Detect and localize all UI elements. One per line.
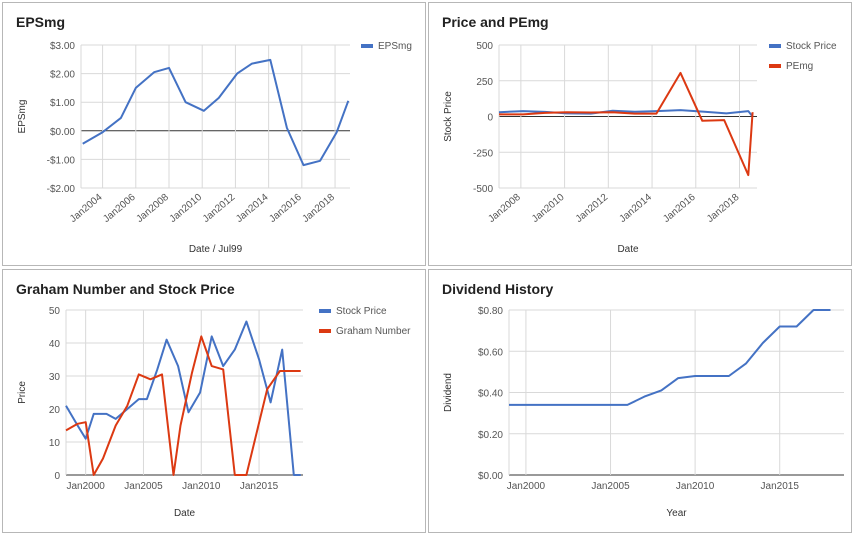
y-tick-label: $0.00: [478, 471, 503, 482]
y-tick-label: $3.00: [50, 41, 75, 52]
legend-swatch: [319, 329, 331, 333]
x-tick-label: Jan2005: [124, 481, 163, 492]
y-tick-label: 250: [476, 77, 493, 88]
y-tick-label: -$2.00: [47, 184, 76, 195]
x-tick-label: Jan2016: [267, 192, 304, 225]
x-tick-label: Jan2008: [486, 192, 523, 225]
y-axis-title: Price: [17, 381, 28, 404]
series-line-dividend: [509, 309, 831, 406]
y-tick-label: 10: [49, 438, 61, 449]
x-tick-label: Jan2015: [761, 481, 800, 492]
y-tick-label: $0.20: [478, 430, 503, 441]
y-tick-label: 50: [49, 306, 61, 317]
x-tick-label: Jan2010: [530, 192, 567, 225]
y-tick-label: 0: [54, 471, 60, 482]
x-axis-title: Date / Jul99: [189, 244, 243, 255]
legend-label: PEmg: [786, 61, 813, 72]
legend-swatch: [361, 44, 373, 48]
y-tick-label: $0.00: [50, 127, 75, 138]
x-tick-label: Jan2008: [134, 192, 171, 225]
x-tick-label: Jan2000: [66, 481, 105, 492]
price-pemg-chart-panel: Price and PEmg -500 -250 0 250 500 Jan2008 Jan…: [428, 2, 852, 266]
dividend-chart-panel: Dividend History $0.00 $0.20 $0.40 $0.60 $0.…: [428, 269, 852, 533]
y-tick-label: -$1.00: [47, 155, 76, 166]
x-tick-label: Jan2004: [68, 192, 105, 225]
y-tick-label: 30: [49, 372, 61, 383]
x-tick-label: Jan2010: [168, 192, 205, 225]
x-axis-title: Date: [174, 508, 196, 519]
x-tick-label: Jan2005: [591, 481, 630, 492]
legend-label: Stock Price: [786, 41, 837, 52]
legend-swatch: [319, 309, 331, 313]
x-tick-label: Jan2006: [101, 192, 138, 225]
y-tick-label: $0.80: [478, 306, 503, 317]
graham-chart: 0 10 20 30 40 50 Jan2000 Jan2005 Jan2010 Jan2015 D…: [17, 306, 411, 519]
x-tick-label: Jan2012: [201, 192, 238, 225]
y-tick-label: $2.00: [50, 70, 75, 81]
series-line-graham-number: [65, 335, 301, 476]
chart-title: Price and PEmg: [442, 14, 549, 30]
x-axis-title: Year: [666, 508, 687, 519]
y-tick-label: 0: [487, 113, 493, 124]
epsmg-chart-panel: EPSmg -$2.00 -$1.00 $0.00 $1.00 $2.00 $3.00 Ja…: [2, 2, 426, 266]
x-tick-label: Jan2010: [676, 481, 715, 492]
legend-swatch: [769, 64, 781, 68]
chart-title: Dividend History: [442, 281, 554, 297]
series-line-stock-price: [65, 320, 301, 476]
y-tick-label: 500: [476, 41, 493, 52]
chart-title: EPSmg: [16, 14, 66, 30]
y-tick-label: $1.00: [50, 98, 75, 109]
epsmg-chart: -$2.00-$1.00$0.00$1.00$2.00$3.00Jan2004J…: [17, 41, 412, 255]
x-tick-label: Jan2015: [240, 481, 279, 492]
dividend-chart: $0.00 $0.20 $0.40 $0.60 $0.80 Jan2000 Jan2005 J…: [443, 306, 844, 519]
legend-label: Stock Price: [336, 306, 387, 317]
series-line-epsmg: [82, 58, 350, 167]
y-tick-label: 20: [49, 405, 61, 416]
y-axis-title: Dividend: [443, 373, 454, 412]
x-tick-label: Jan2012: [574, 192, 611, 225]
x-tick-label: Jan2000: [507, 481, 546, 492]
x-tick-label: Jan2014: [618, 192, 655, 225]
y-axis-title: EPSmg: [17, 100, 28, 134]
x-tick-label: Jan2014: [234, 192, 271, 225]
x-tick-label: Jan2016: [661, 192, 698, 225]
y-tick-label: $0.60: [478, 347, 503, 358]
legend-label: Graham Number: [336, 326, 411, 337]
graham-chart-panel: Graham Number and Stock Price 0 10 20 30 40 5…: [2, 269, 426, 533]
x-axis-title: Date: [617, 244, 639, 255]
series-line-pemg: [499, 71, 754, 177]
y-tick-label: 40: [49, 339, 61, 350]
y-tick-label: -250: [473, 148, 493, 159]
y-tick-label: $0.40: [478, 389, 503, 400]
x-tick-label: Jan2018: [301, 192, 338, 225]
legend-label: EPSmg: [378, 41, 412, 52]
legend-swatch: [769, 44, 781, 48]
y-axis-title: Stock Price: [443, 91, 454, 142]
x-tick-label: Jan2010: [182, 481, 221, 492]
chart-title: Graham Number and Stock Price: [16, 281, 235, 297]
x-tick-label: Jan2018: [705, 192, 742, 225]
y-tick-label: -500: [473, 184, 493, 195]
